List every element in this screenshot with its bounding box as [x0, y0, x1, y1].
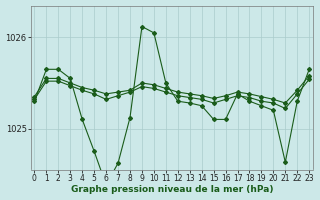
X-axis label: Graphe pression niveau de la mer (hPa): Graphe pression niveau de la mer (hPa): [71, 185, 273, 194]
